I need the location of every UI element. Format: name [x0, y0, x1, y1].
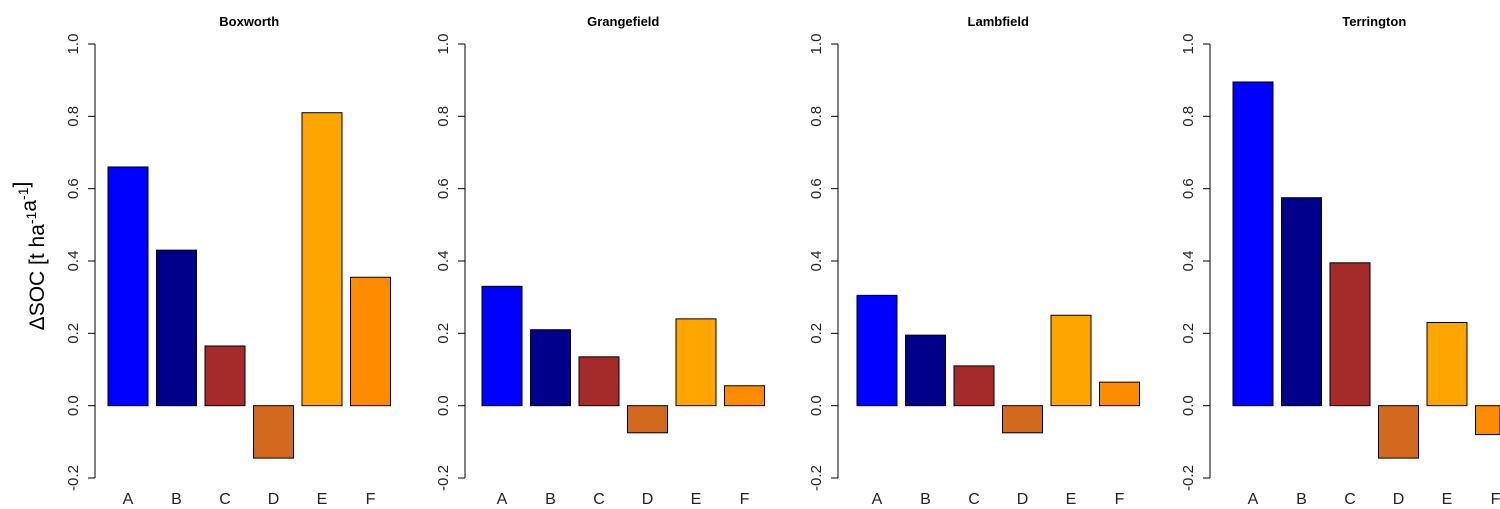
bar-d — [1378, 405, 1419, 459]
x-tick-label: D — [1017, 491, 1029, 508]
x-tick-label: B — [171, 491, 182, 508]
bar-f — [724, 385, 765, 407]
y-tick-label: 1.0 — [435, 34, 452, 55]
y-tick-label: 0.0 — [65, 395, 82, 416]
panel-title: Grangefield — [587, 14, 659, 29]
y-tick-label: 0.6 — [65, 178, 82, 199]
x-tick-label: C — [968, 491, 980, 508]
x-tick-label: F — [1115, 491, 1125, 508]
panel-terrington: -0.2 0.0 0.2 0.4 0.6 0.8 1.0 Terrington A B C D E F — [1180, 14, 1500, 508]
y-tick-label: 1.0 — [808, 34, 825, 55]
bar-b — [530, 329, 571, 407]
y-tick-label: 0.2 — [65, 323, 82, 344]
x-tick-label: D — [268, 491, 280, 508]
y-tick-label: 0.4 — [65, 251, 82, 272]
x-tick-label: F — [366, 491, 376, 508]
bar-a — [856, 294, 898, 407]
y-tick-label: 0.4 — [435, 251, 452, 272]
x-tick-label: E — [1066, 491, 1077, 508]
y-tick-label: -0.2 — [808, 465, 825, 491]
panel-boxworth: -0.2 0.0 0.2 0.4 0.6 0.8 1.0 Boxworth A B C D E F ΔSOC… — [10, 14, 391, 508]
x-tick-label: A — [123, 491, 134, 508]
x-tick-label: B — [920, 491, 931, 508]
bar-f — [1475, 405, 1500, 436]
bar-c — [953, 365, 995, 407]
y-tick-label: 1.0 — [65, 34, 82, 55]
x-tick-label: D — [1393, 491, 1405, 508]
bar-e — [1050, 314, 1092, 407]
x-tick-label: C — [1344, 491, 1356, 508]
y-tick-label: -0.2 — [65, 465, 82, 491]
x-tick-label: F — [1491, 491, 1500, 508]
bar-f — [1099, 381, 1140, 407]
x-tick-label: F — [740, 491, 750, 508]
x-tick-label: A — [872, 491, 883, 508]
x-tick-label: B — [1296, 491, 1307, 508]
y-tick-label: 0.8 — [1180, 106, 1197, 127]
y-tick-label: 0.8 — [808, 106, 825, 127]
x-tick-label: E — [691, 491, 702, 508]
bar-b — [156, 249, 197, 407]
bar-e — [675, 318, 717, 407]
bar-a — [107, 166, 149, 407]
bar-d — [1002, 405, 1043, 434]
x-tick-label: A — [497, 491, 508, 508]
bar-e — [301, 112, 343, 407]
bar-b — [1281, 197, 1322, 407]
bar-c — [204, 345, 246, 407]
bar-b — [905, 334, 946, 407]
y-tick-label: 0.2 — [808, 323, 825, 344]
y-tick-label: 0.8 — [65, 106, 82, 127]
x-tick-label: C — [219, 491, 231, 508]
y-tick-label: -0.2 — [1180, 465, 1197, 491]
panel-title: Boxworth — [219, 14, 279, 29]
y-tick-label: 0.0 — [1180, 395, 1197, 416]
bar-a — [1232, 81, 1274, 407]
x-tick-label: A — [1248, 491, 1259, 508]
y-tick-label: -0.2 — [435, 465, 452, 491]
x-tick-label: B — [545, 491, 556, 508]
y-tick-label: 0.4 — [808, 251, 825, 272]
y-tick-label: 0.4 — [1180, 251, 1197, 272]
x-tick-label: D — [642, 491, 654, 508]
y-tick-label: 0.2 — [1180, 323, 1197, 344]
x-tick-label: E — [1442, 491, 1453, 508]
bar-d — [627, 405, 668, 434]
x-tick-label: C — [593, 491, 605, 508]
panel-title: Terrington — [1342, 14, 1406, 29]
x-tick-label: E — [317, 491, 328, 508]
bar-f — [350, 276, 391, 407]
y-tick-label: 1.0 — [1180, 34, 1197, 55]
y-tick-label: 0.6 — [435, 178, 452, 199]
bar-a — [481, 285, 523, 407]
y-tick-label: 0.6 — [1180, 178, 1197, 199]
y-tick-label: 0.2 — [435, 323, 452, 344]
y-axis-label: ΔSOC [t ha-1a-1] — [10, 182, 49, 331]
panel-lambfield: -0.2 0.0 0.2 0.4 0.6 0.8 1.0 Lambfield A B C D E F — [808, 14, 1140, 508]
panel-title: Lambfield — [968, 14, 1029, 29]
bar-e — [1426, 321, 1468, 407]
bar-d — [253, 405, 294, 459]
bar-c — [578, 356, 620, 407]
panel-grangefield: -0.2 0.0 0.2 0.4 0.6 0.8 1.0 Grangefield A B C D E F — [435, 14, 765, 508]
bar-c — [1329, 262, 1371, 407]
y-tick-label: 0.6 — [808, 178, 825, 199]
y-tick-label: 0.8 — [435, 106, 452, 127]
y-tick-label: 0.0 — [808, 395, 825, 416]
y-tick-label: 0.0 — [435, 395, 452, 416]
